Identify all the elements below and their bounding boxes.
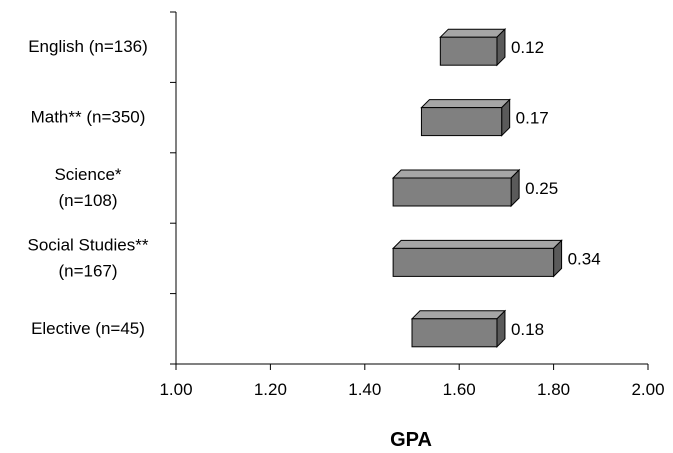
category-label: English (n=136) xyxy=(28,37,148,56)
data-label: 0.34 xyxy=(568,249,601,268)
x-axis-title: GPA xyxy=(390,429,432,451)
x-tick-label: 1.80 xyxy=(537,380,570,399)
bar xyxy=(410,309,507,349)
data-label: 0.17 xyxy=(516,109,549,128)
bars xyxy=(391,27,563,349)
bar-front-face xyxy=(439,36,498,66)
data-label: 0.12 xyxy=(511,38,544,57)
bar-top-face xyxy=(391,169,521,179)
category-label: Math** (n=350) xyxy=(31,108,146,127)
data-label: 0.18 xyxy=(511,320,544,339)
data-label: 0.25 xyxy=(525,179,558,198)
bar-front-face xyxy=(392,247,555,277)
x-tick-label: 1.00 xyxy=(159,380,192,399)
data-labels: 0.12 0.17 0.25 0.34 0.18 xyxy=(511,38,601,339)
category-label: Social Studies** (n=167) xyxy=(28,235,149,280)
bar-top-face xyxy=(391,239,563,249)
x-tick-label: 2.00 xyxy=(631,380,664,399)
bar-top-face xyxy=(410,310,507,320)
category-label: Science* (n=108) xyxy=(54,165,121,210)
bar xyxy=(420,98,511,137)
bar-front-face xyxy=(392,177,512,207)
x-tick-labels: 1.00 1.20 1.40 1.60 1.80 2.00 xyxy=(159,380,664,399)
bar-front-face xyxy=(411,318,498,348)
x-tick-label: 1.40 xyxy=(348,380,381,399)
bar xyxy=(391,168,521,208)
x-tick-label: 1.60 xyxy=(443,380,476,399)
category-label: Elective (n=45) xyxy=(31,319,145,338)
axes xyxy=(170,11,649,370)
category-labels: English (n=136) Math** (n=350) Science* (n=… xyxy=(28,37,149,338)
bar xyxy=(391,239,563,278)
bar-front-face xyxy=(420,107,503,137)
bar-top-face xyxy=(439,28,507,38)
bar xyxy=(439,27,507,67)
bar-top-face xyxy=(420,99,511,109)
x-tick-label: 1.20 xyxy=(254,380,287,399)
